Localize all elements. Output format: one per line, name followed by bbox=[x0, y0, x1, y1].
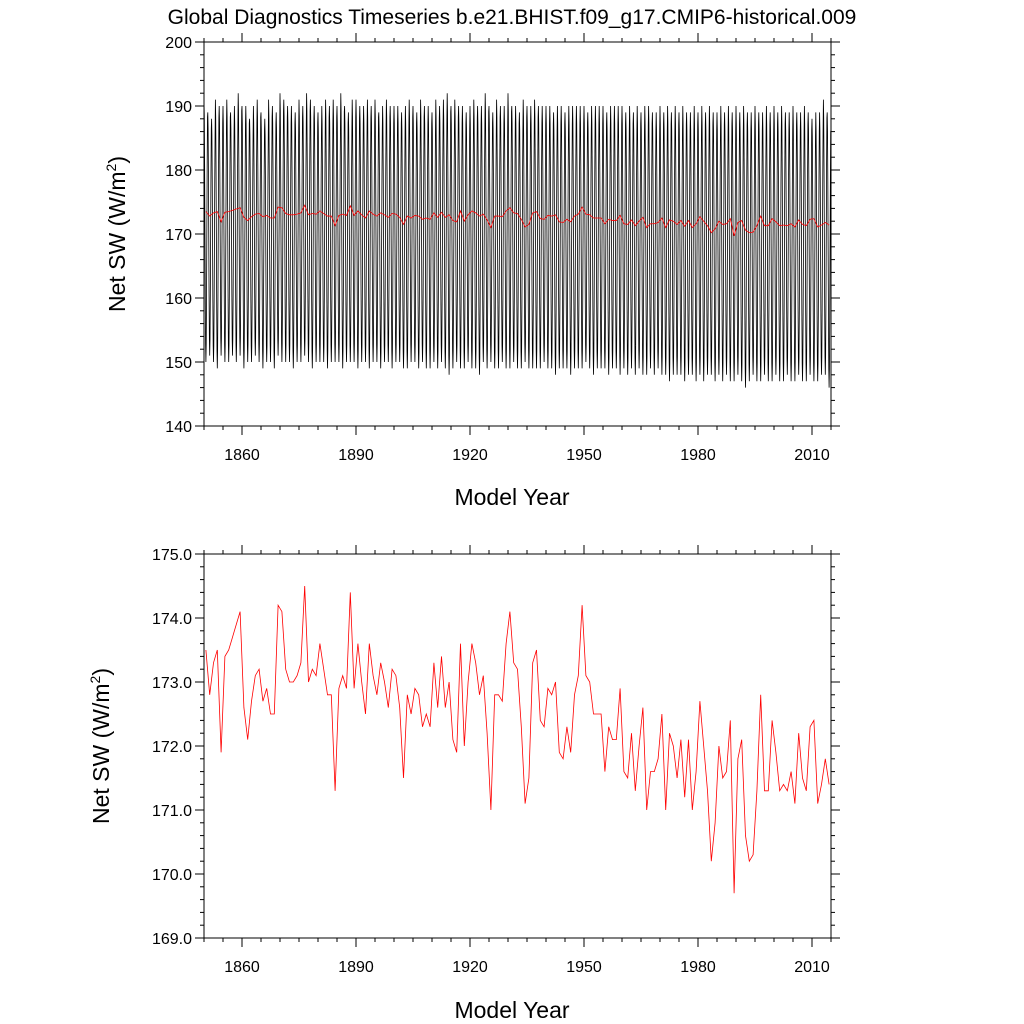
top-series-monthly bbox=[203, 93, 832, 388]
top-y-tick-label: 190 bbox=[165, 99, 192, 116]
top-y-axis-title-close: ) bbox=[104, 156, 130, 164]
top-y-tick-label: 140 bbox=[165, 419, 192, 436]
top-x-axis-title: Model Year bbox=[454, 484, 569, 510]
bottom-y-axis-title-close: ) bbox=[88, 668, 114, 676]
top-tick-labels: 1860 1890 1920 1950 1980 2010 140 150 160 170 180 1… bbox=[165, 35, 830, 464]
bottom-x-tick-label: 1950 bbox=[566, 959, 602, 976]
top-panel: 1860 1890 1920 1950 1980 2010 140 150 160 170 180 1… bbox=[103, 33, 840, 510]
top-y-tick-label: 200 bbox=[165, 35, 192, 52]
bottom-y-tick-label: 172.0 bbox=[152, 739, 192, 756]
bottom-x-axis-title: Model Year bbox=[454, 997, 569, 1023]
top-x-tick-label: 1980 bbox=[680, 447, 716, 464]
top-x-tick-label: 1920 bbox=[452, 447, 488, 464]
bottom-x-tick-label: 1980 bbox=[680, 959, 716, 976]
bottom-y-tick-label: 174.0 bbox=[152, 611, 192, 628]
bottom-y-tick-label: 173.0 bbox=[152, 675, 192, 692]
bottom-x-tick-label: 2010 bbox=[794, 959, 830, 976]
bottom-x-tick-label: 1890 bbox=[338, 959, 374, 976]
top-y-axis-title-main: Net SW (W/m bbox=[104, 171, 130, 312]
bottom-tick-labels: 1860 1890 1920 1950 1980 2010 169.0 170.0 171.0 1… bbox=[152, 547, 830, 976]
bottom-x-tick-label: 1920 bbox=[452, 959, 488, 976]
bottom-series-group bbox=[205, 585, 830, 894]
top-x-tick-label: 1950 bbox=[566, 447, 602, 464]
top-ticks bbox=[195, 33, 840, 435]
top-x-tick-label: 2010 bbox=[794, 447, 830, 464]
bottom-y-tick-label: 169.0 bbox=[152, 931, 192, 948]
top-series-annual-mean bbox=[205, 204, 830, 237]
top-series-group bbox=[203, 93, 832, 388]
top-y-axis-title-sup: 2 bbox=[103, 163, 119, 171]
top-y-tick-label: 150 bbox=[165, 355, 192, 372]
bottom-y-tick-label: 171.0 bbox=[152, 803, 192, 820]
bottom-y-tick-label: 170.0 bbox=[152, 867, 192, 884]
bottom-y-axis-title-main: Net SW (W/m bbox=[88, 683, 114, 824]
top-y-tick-label: 170 bbox=[165, 227, 192, 244]
bottom-series-annual-mean bbox=[205, 585, 830, 894]
top-y-tick-label: 180 bbox=[165, 163, 192, 180]
bottom-y-axis-title: Net SW (W/m2) bbox=[87, 668, 114, 824]
top-x-tick-label: 1860 bbox=[224, 447, 260, 464]
bottom-y-tick-label: 175.0 bbox=[152, 547, 192, 564]
bottom-x-tick-label: 1860 bbox=[224, 959, 260, 976]
top-x-tick-label: 1890 bbox=[338, 447, 374, 464]
chart-title: Global Diagnostics Timeseries b.e21.BHIS… bbox=[168, 6, 857, 29]
top-y-tick-label: 160 bbox=[165, 291, 192, 308]
bottom-plot-frame bbox=[203, 553, 832, 939]
top-y-axis-title: Net SW (W/m2) bbox=[103, 156, 130, 312]
bottom-y-axis-title-sup: 2 bbox=[87, 675, 103, 683]
bottom-panel: 1860 1890 1920 1950 1980 2010 169.0 170.0 171.0 1… bbox=[87, 545, 840, 1023]
bottom-ticks bbox=[195, 545, 840, 947]
